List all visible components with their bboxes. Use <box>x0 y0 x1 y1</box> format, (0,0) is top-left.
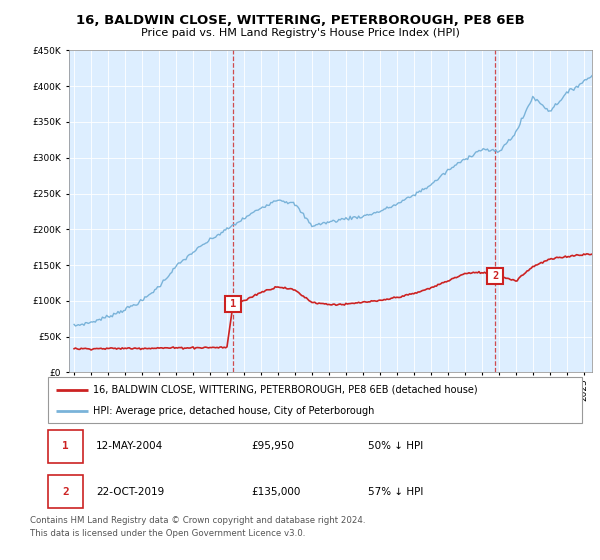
FancyBboxPatch shape <box>48 475 83 508</box>
Text: 2: 2 <box>62 487 69 497</box>
Text: Contains HM Land Registry data © Crown copyright and database right 2024.: Contains HM Land Registry data © Crown c… <box>30 516 365 525</box>
Text: 50% ↓ HPI: 50% ↓ HPI <box>368 441 424 451</box>
Text: 1: 1 <box>62 441 69 451</box>
Text: 22-OCT-2019: 22-OCT-2019 <box>96 487 164 497</box>
FancyBboxPatch shape <box>48 430 83 463</box>
Text: 16, BALDWIN CLOSE, WITTERING, PETERBOROUGH, PE8 6EB: 16, BALDWIN CLOSE, WITTERING, PETERBOROU… <box>76 14 524 27</box>
Text: HPI: Average price, detached house, City of Peterborough: HPI: Average price, detached house, City… <box>94 407 375 416</box>
FancyBboxPatch shape <box>48 377 582 423</box>
Text: 16, BALDWIN CLOSE, WITTERING, PETERBOROUGH, PE8 6EB (detached house): 16, BALDWIN CLOSE, WITTERING, PETERBOROU… <box>94 385 478 395</box>
Text: Price paid vs. HM Land Registry's House Price Index (HPI): Price paid vs. HM Land Registry's House … <box>140 28 460 38</box>
Text: 12-MAY-2004: 12-MAY-2004 <box>96 441 163 451</box>
Text: This data is licensed under the Open Government Licence v3.0.: This data is licensed under the Open Gov… <box>30 529 305 538</box>
Text: 57% ↓ HPI: 57% ↓ HPI <box>368 487 424 497</box>
Text: £95,950: £95,950 <box>251 441 294 451</box>
Text: 2: 2 <box>492 271 499 281</box>
Text: £135,000: £135,000 <box>251 487 300 497</box>
Text: 1: 1 <box>230 298 236 309</box>
